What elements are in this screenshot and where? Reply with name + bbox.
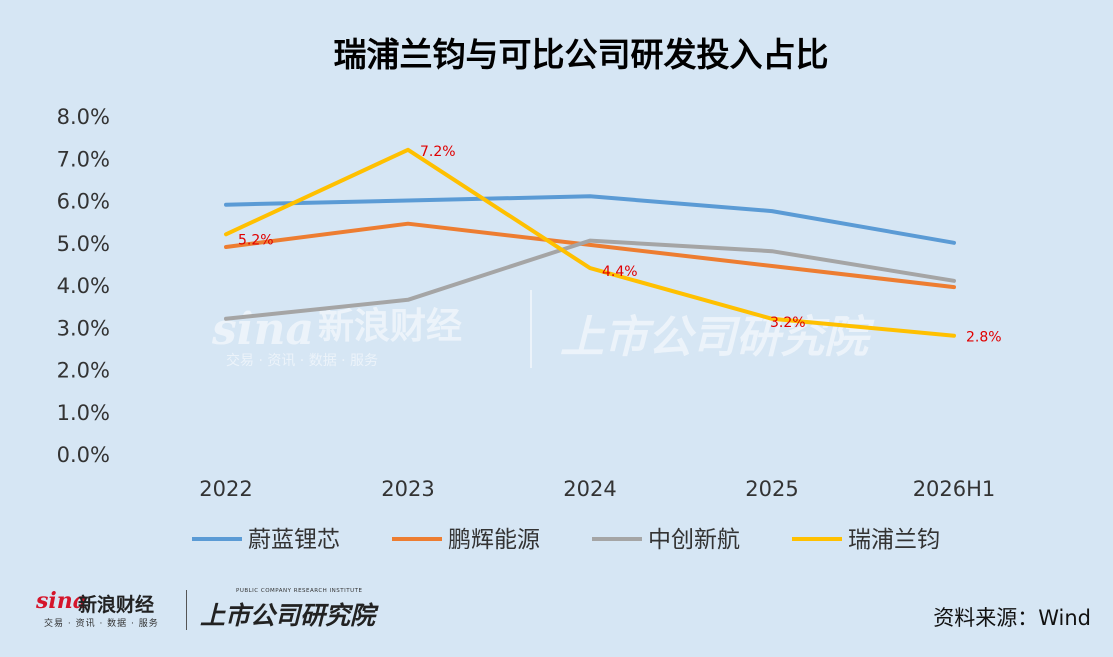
- series-line-3: [224, 147, 956, 338]
- series-line-0: [224, 194, 956, 245]
- y-tick-label: 5.0%: [57, 232, 110, 256]
- x-axis: 2022 2023 2024 2025 2026H1: [199, 477, 995, 501]
- series-line-1: [224, 221, 956, 290]
- watermark-sina-tagline: 交易 · 资讯 · 数据 · 服务: [226, 352, 378, 369]
- source-note: 资料来源：Wind: [933, 606, 1091, 630]
- series-line-2: [224, 238, 956, 321]
- research-institute-logo: PUBLIC COMPANY RESEARCH INSTITUTE 上市公司研究…: [200, 588, 400, 632]
- y-tick-label: 7.0%: [57, 147, 110, 171]
- data-label: 5.2%: [238, 232, 274, 248]
- x-tick-label: 2022: [199, 477, 252, 501]
- sina-brand: sina: [36, 588, 87, 614]
- y-tick-label: 3.0%: [57, 316, 110, 340]
- x-tick-label: 2023: [381, 477, 434, 501]
- y-tick-label: 0.0%: [57, 443, 110, 467]
- sina-finance-logo: sina 新浪财经 交易 · 资讯 · 数据 · 服务: [36, 588, 186, 632]
- watermark-research-name: 上市公司研究院: [560, 312, 875, 363]
- legend: 蔚蓝锂芯 鹏辉能源 中创新航 瑞浦兰钧: [192, 527, 940, 553]
- y-tick-label: 2.0%: [57, 359, 110, 383]
- footer-logo: sina 新浪财经 交易 · 资讯 · 数据 · 服务 PUBLIC COMPA…: [36, 588, 396, 632]
- y-axis: 0.0% 1.0% 2.0% 3.0% 4.0% 5.0% 6.0% 7.0% 8.0%: [57, 105, 110, 467]
- y-tick-label: 4.0%: [57, 274, 110, 298]
- legend-label: 瑞浦兰钧: [848, 527, 940, 553]
- data-label: 2.8%: [966, 330, 1002, 346]
- research-institute-name: 上市公司研究院: [200, 601, 376, 630]
- watermark-divider: [530, 290, 532, 368]
- research-institute-en: PUBLIC COMPANY RESEARCH INSTITUTE: [236, 588, 363, 594]
- watermark-sina-name: 新浪财经: [318, 306, 462, 347]
- data-label: 7.2%: [420, 144, 456, 160]
- x-tick-label: 2024: [563, 477, 616, 501]
- data-labels: 5.2% 7.2% 4.4% 3.2% 2.8%: [238, 144, 1002, 346]
- legend-label: 中创新航: [648, 527, 740, 553]
- sina-tagline: 交易 · 资讯 · 数据 · 服务: [44, 619, 159, 629]
- logo-divider: [186, 590, 187, 630]
- legend-label: 鹏辉能源: [448, 527, 540, 553]
- x-tick-label: 2025: [745, 477, 798, 501]
- legend-label: 蔚蓝锂芯: [248, 527, 340, 553]
- data-label: 3.2%: [770, 315, 806, 331]
- chart-title: 瑞浦兰钧与可比公司研发投入占比: [334, 35, 829, 74]
- x-tick-label: 2026H1: [913, 477, 996, 501]
- y-tick-label: 1.0%: [57, 401, 110, 425]
- series-lines: [224, 147, 956, 338]
- data-label: 4.4%: [602, 264, 638, 280]
- sina-name: 新浪财经: [78, 594, 155, 616]
- y-tick-label: 8.0%: [57, 105, 110, 129]
- y-tick-label: 6.0%: [57, 190, 110, 214]
